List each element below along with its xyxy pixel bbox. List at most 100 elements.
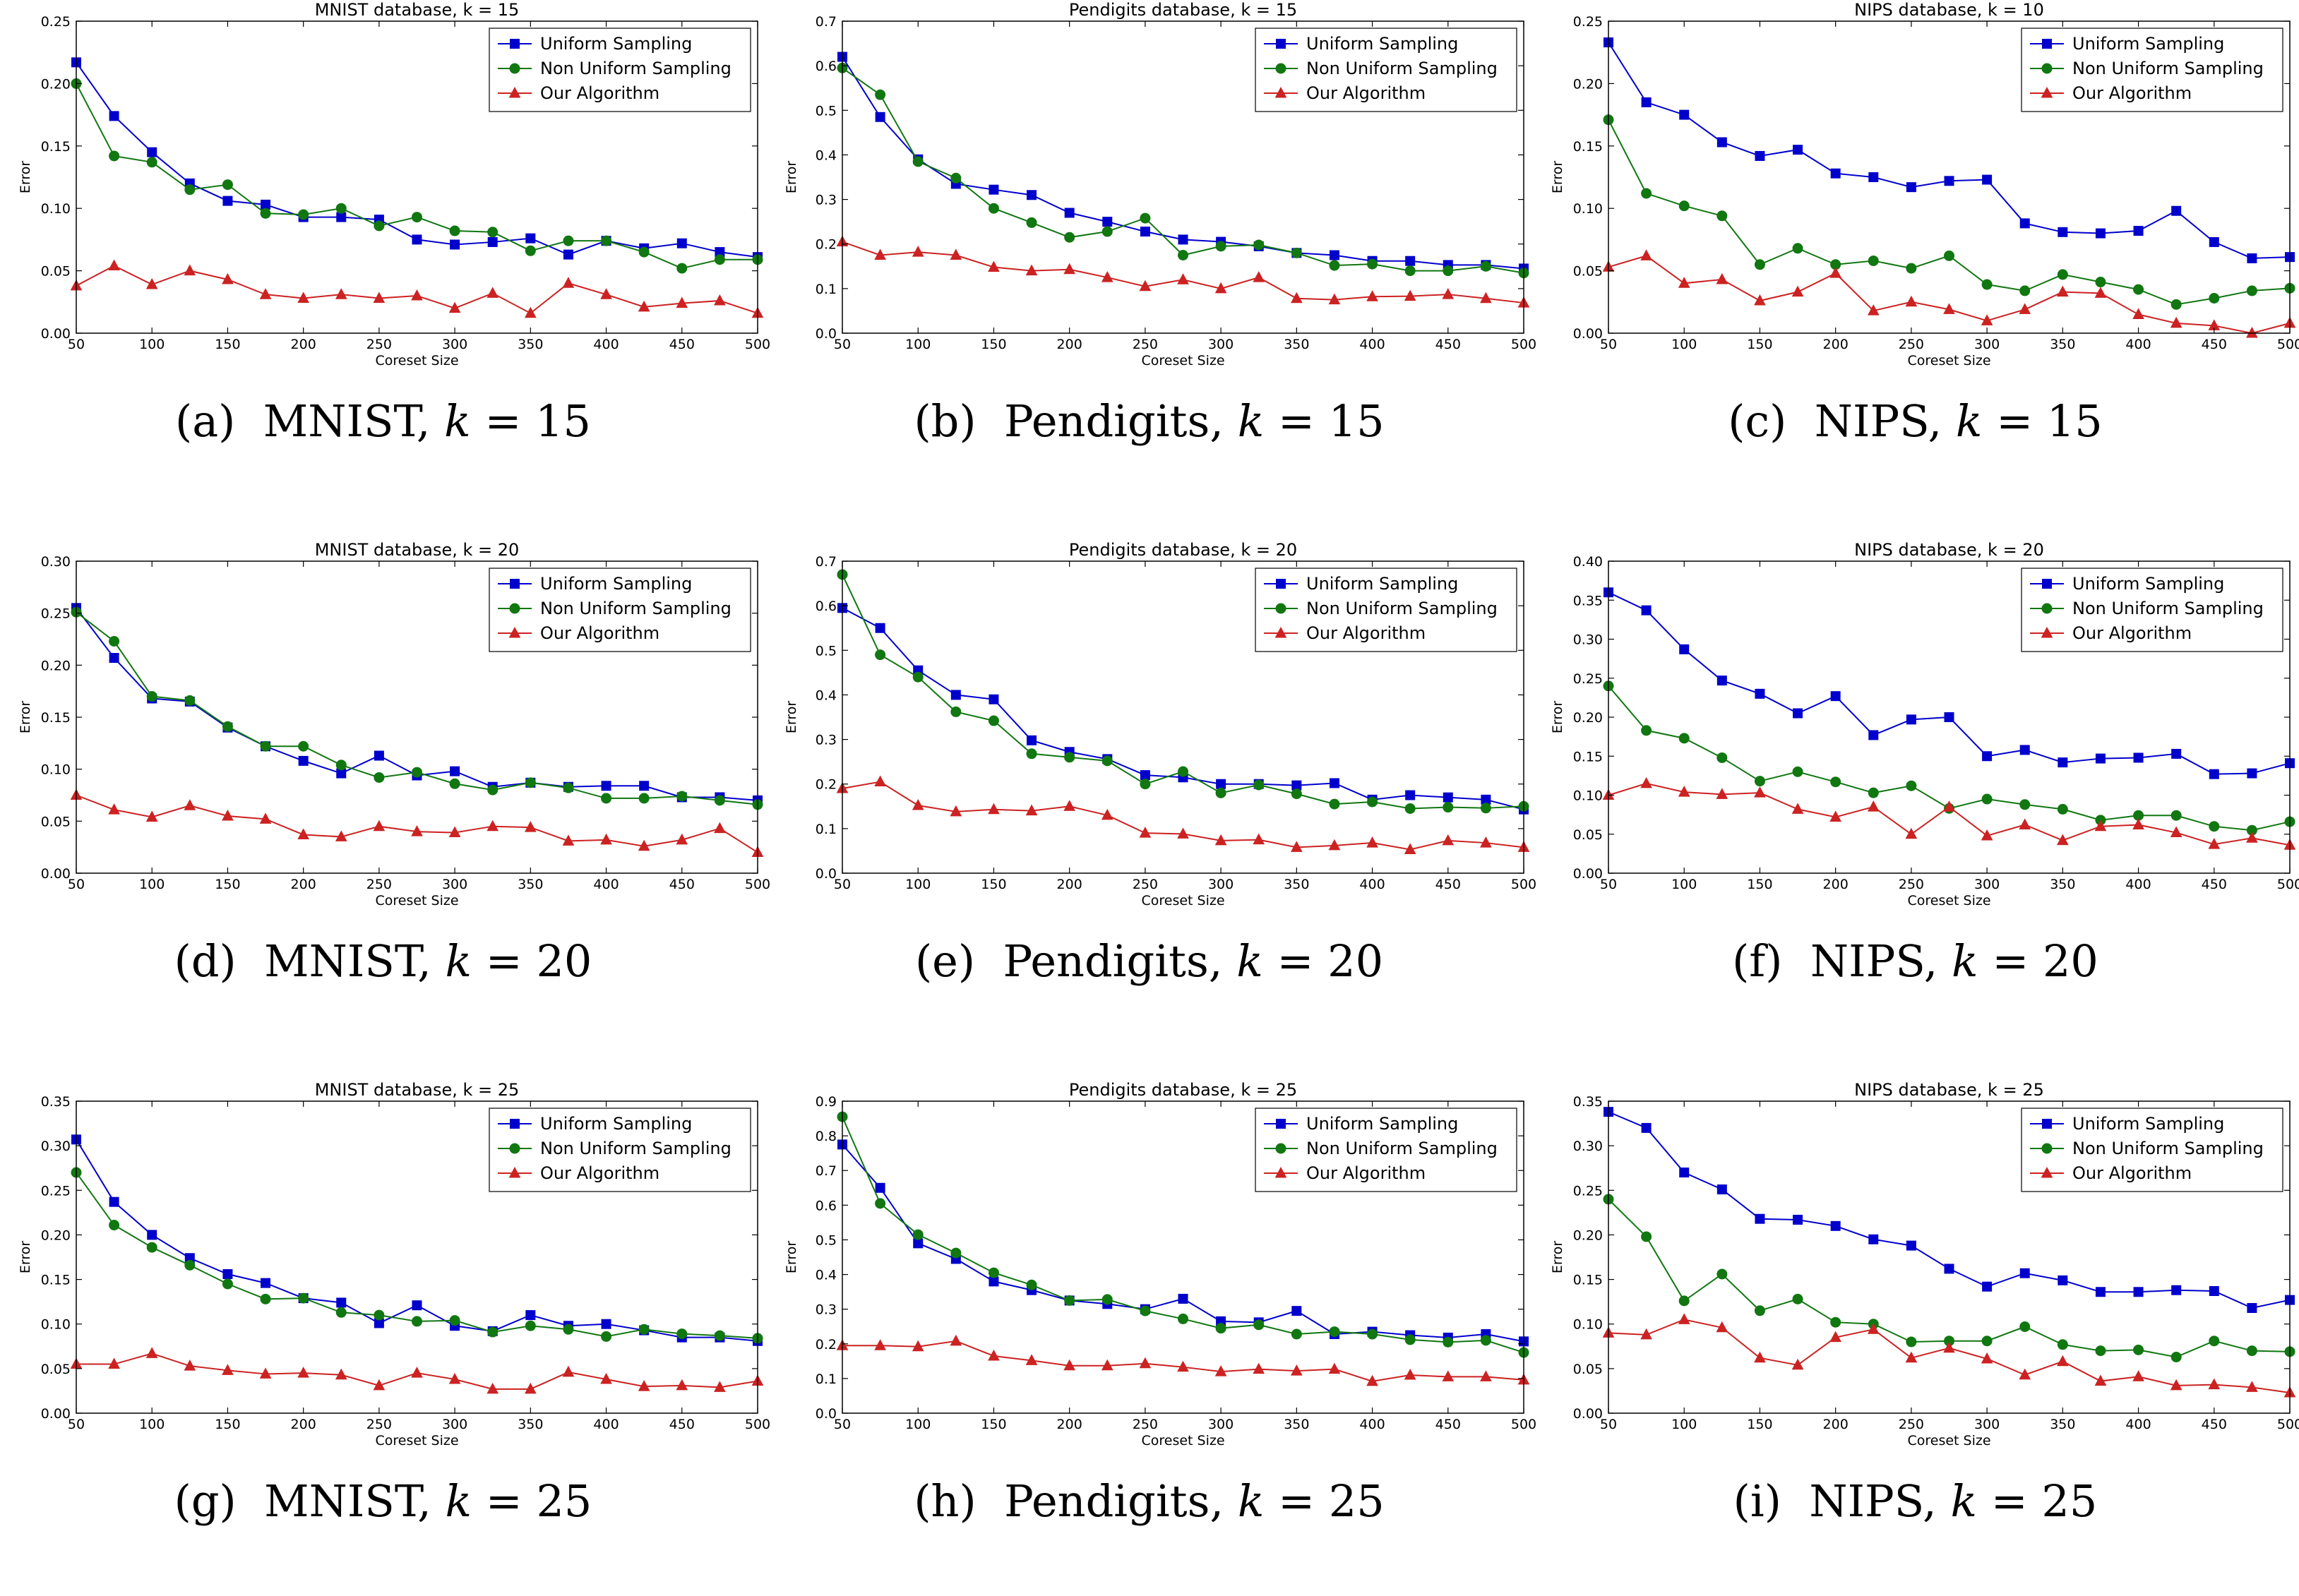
legend-label: Non Uniform Sampling — [540, 59, 732, 78]
axes-frame — [842, 560, 1524, 874]
plot-area — [836, 569, 1530, 855]
caption-dataset: Pendigits, — [1003, 395, 1224, 447]
x-tick-label: 200 — [1057, 1417, 1082, 1432]
data-point — [2019, 1368, 2031, 1380]
data-point — [676, 238, 687, 248]
data-point — [1291, 247, 1302, 258]
legend-item: Uniform Sampling — [498, 574, 692, 594]
series-uniform-sampling — [1604, 37, 2295, 263]
axes-frame — [76, 1100, 758, 1414]
data-point — [487, 236, 498, 247]
data-point — [335, 830, 347, 841]
x-tick-label: 400 — [2125, 1417, 2151, 1432]
data-point — [2094, 1374, 2107, 1386]
data-point — [109, 1196, 119, 1207]
data-point — [1830, 1316, 1841, 1328]
x-tick-label: 350 — [2050, 877, 2075, 892]
data-point — [676, 1328, 688, 1340]
data-point — [874, 1339, 886, 1350]
data-point — [1480, 803, 1491, 814]
data-point — [1754, 294, 1766, 306]
data-point — [297, 292, 310, 303]
series-line — [1608, 1199, 2291, 1358]
data-point — [1981, 1352, 1993, 1364]
x-tick-label: 500 — [2277, 1417, 2299, 1432]
data-point — [336, 1297, 347, 1308]
data-point — [1442, 834, 1455, 846]
x-tick-label: 400 — [593, 877, 619, 892]
data-point — [1064, 208, 1075, 218]
y-tick-label: 0.1 — [816, 822, 837, 837]
legend-label: Uniform Sampling — [1306, 574, 1458, 594]
legend: Uniform Sampling Non Uniform Sampling Our … — [2021, 568, 2283, 652]
data-point — [2019, 218, 2030, 229]
legend-item: Our Algorithm — [2030, 623, 2192, 643]
data-point — [1215, 241, 1226, 252]
x-axis-label: Coreset Size — [1141, 893, 1224, 908]
data-point — [1101, 271, 1113, 282]
caption-dataset: NIPS, — [1809, 1475, 1937, 1527]
data-point — [1640, 249, 1652, 260]
data-point — [1328, 1362, 1341, 1374]
y-tick-label: 0.05 — [1573, 1362, 1603, 1377]
data-point — [1679, 1168, 1690, 1178]
legend-item: Non Uniform Sampling — [498, 59, 732, 78]
data-point — [875, 112, 885, 122]
data-point — [1177, 1360, 1189, 1372]
data-point — [260, 208, 271, 219]
x-tick-label: 150 — [1747, 337, 1772, 352]
x-tick-label: 100 — [905, 877, 931, 892]
caption-label: (f) — [1732, 935, 1783, 987]
x-tick-label: 500 — [2277, 877, 2299, 892]
legend-swatch-marker — [508, 86, 521, 98]
legend-swatch-marker — [1274, 626, 1287, 638]
chart-b: Pendigits database, k = 15 50 100 150 200 250… — [784, 0, 1536, 368]
legend-box — [489, 568, 751, 652]
axes-frame — [842, 1100, 1524, 1414]
legend: Uniform Sampling Non Uniform Sampling Our … — [2021, 28, 2283, 112]
x-tick-label: 500 — [1511, 337, 1536, 352]
data-point — [2246, 326, 2258, 338]
data-point — [1906, 780, 1917, 791]
y-tick-label: 0.3 — [816, 193, 837, 208]
data-point — [2056, 1355, 2069, 1367]
data-point — [600, 1372, 612, 1384]
y-tick-label: 0.10 — [41, 762, 71, 778]
data-point — [1480, 836, 1492, 848]
caption-k: k — [444, 395, 471, 447]
y-tick-label: 0.00 — [41, 326, 71, 342]
data-point — [1641, 188, 1652, 199]
data-point — [259, 288, 272, 299]
data-point — [147, 1230, 157, 1240]
data-point — [222, 1268, 233, 1279]
data-point — [2057, 1339, 2068, 1350]
caption-dataset: MNIST, — [263, 395, 431, 447]
y-tick-label: 0.00 — [1573, 866, 1603, 882]
data-point — [222, 272, 234, 284]
y-tick-label: 0.5 — [816, 103, 837, 119]
chart-title: Pendigits database, k = 25 — [1069, 1080, 1297, 1100]
y-tick-label: 0.35 — [1573, 1094, 1603, 1110]
y-tick-label: 0.3 — [816, 1302, 837, 1318]
y-tick-label: 0.00 — [1573, 1406, 1603, 1422]
data-point — [260, 740, 271, 752]
y-tick-label: 0.30 — [1573, 1139, 1603, 1154]
legend-item: Uniform Sampling — [498, 34, 692, 54]
data-point — [912, 156, 924, 167]
legend-label: Uniform Sampling — [1306, 34, 1458, 54]
x-tick-label: 300 — [442, 877, 467, 892]
panel-h: Pendigits database, k = 25 50 100 150 200 250… — [766, 1080, 1536, 1596]
legend-swatch-marker — [1274, 1166, 1287, 1178]
data-point — [1830, 691, 1841, 702]
legend: Uniform Sampling Non Uniform Sampling Our … — [2021, 1108, 2283, 1192]
series-uniform-sampling — [1604, 1107, 2295, 1313]
data-point — [1101, 1359, 1113, 1371]
data-point — [259, 1367, 272, 1379]
data-point — [950, 690, 961, 700]
data-point — [912, 798, 924, 810]
x-tick-label: 150 — [981, 1417, 1006, 1432]
x-tick-label: 50 — [68, 337, 85, 352]
chart-h: Pendigits database, k = 25 50 100 150 200 250… — [784, 1080, 1536, 1448]
data-point — [639, 781, 650, 791]
legend-item: Non Uniform Sampling — [498, 599, 732, 618]
